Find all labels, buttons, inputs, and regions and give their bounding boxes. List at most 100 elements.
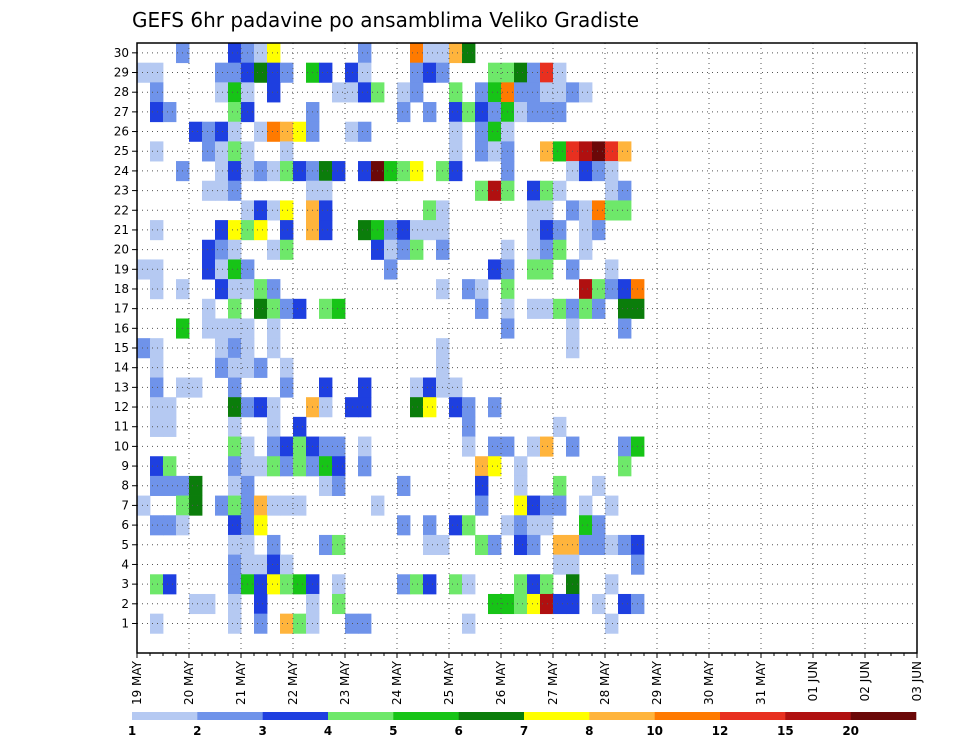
heatmap-cell: [579, 200, 593, 221]
heatmap-cell: [280, 574, 294, 595]
heatmap-cell: [527, 102, 541, 123]
heatmap-cell: [592, 200, 606, 221]
axis-layer: 1234567891011121314151617181920212223242…: [114, 46, 924, 705]
heatmap-cell: [215, 180, 229, 201]
y-tick-label: 16: [114, 321, 129, 335]
heatmap-cell: [410, 239, 424, 260]
heatmap-cell: [254, 613, 268, 634]
heatmap-cell: [605, 141, 619, 162]
heatmap-cell: [540, 593, 554, 615]
heatmap-cell: [280, 141, 294, 162]
heatmap-cell: [540, 239, 554, 260]
legend-swatch: [132, 712, 198, 720]
heatmap-cell: [527, 62, 541, 83]
y-tick-label: 8: [121, 479, 129, 493]
heatmap-cell: [228, 279, 242, 300]
legend-label: 5: [389, 724, 397, 738]
heatmap-cell: [293, 121, 307, 142]
heatmap-cell: [410, 82, 424, 103]
heatmap-cell: [267, 436, 281, 457]
heatmap-cell: [488, 397, 502, 418]
heatmap-cell: [267, 534, 281, 556]
heatmap-cell: [423, 397, 437, 418]
heatmap-cell: [293, 495, 307, 516]
heatmap-cell: [540, 298, 554, 319]
heatmap-cell: [280, 161, 294, 182]
heatmap-cell: [137, 495, 151, 516]
x-tick-label: 31 MAY: [754, 660, 768, 705]
heatmap-cell: [553, 82, 567, 103]
heatmap-cell: [527, 574, 541, 595]
heatmap-cell: [527, 200, 541, 221]
heatmap-cell: [319, 534, 333, 556]
heatmap-cell: [280, 613, 294, 634]
heatmap-cell: [475, 102, 489, 123]
heatmap-cell: [488, 593, 502, 615]
heatmap-cell: [488, 259, 502, 280]
heatmap-cell: [462, 416, 476, 437]
heatmap-cell: [254, 495, 268, 516]
heatmap-cell: [514, 82, 528, 103]
heatmap-cell: [527, 593, 541, 615]
heatmap-cell: [228, 298, 242, 319]
heatmap-cell: [475, 121, 489, 142]
heatmap-cell: [332, 436, 346, 457]
heatmap-cell: [189, 593, 203, 615]
heatmap-cell: [605, 180, 619, 201]
legend-label: 7: [520, 724, 528, 738]
legend-swatch: [850, 712, 917, 720]
heatmap-cell: [293, 436, 307, 457]
heatmap-cell: [605, 279, 619, 300]
heatmap-cell: [475, 82, 489, 103]
heatmap-cell: [553, 475, 567, 496]
heatmap-cell: [514, 534, 528, 556]
heatmap-cell: [228, 259, 242, 280]
x-tick-label: 19 MAY: [130, 660, 144, 705]
heatmap-cell: [358, 456, 372, 477]
heatmap-cell: [592, 475, 606, 496]
heatmap-cell: [319, 475, 333, 496]
y-tick-label: 5: [121, 538, 129, 552]
heatmap-cell: [410, 43, 424, 64]
heatmap-cell: [553, 102, 567, 123]
heatmap-cell: [618, 200, 632, 221]
heatmap-cell: [228, 318, 242, 339]
heatmap-cell: [163, 416, 177, 437]
heatmap-cell: [228, 121, 242, 142]
heatmap-cell: [462, 102, 476, 123]
heatmap-cell: [449, 141, 463, 162]
heatmap-cell: [150, 357, 164, 378]
y-tick-label: 29: [114, 66, 129, 80]
heatmap-cell: [579, 515, 593, 536]
heatmap-cell: [618, 534, 632, 556]
heatmap-cell: [332, 534, 346, 556]
heatmap-cell: [553, 416, 567, 437]
heatmap-cell: [280, 554, 294, 575]
heatmap-cell: [514, 593, 528, 615]
heatmap-cell: [488, 62, 502, 83]
heatmap-cell: [150, 338, 164, 359]
heatmap-cell: [189, 121, 203, 142]
heatmap-cell: [488, 82, 502, 103]
heatmap-cell: [228, 515, 242, 536]
heatmap-cell: [579, 141, 593, 162]
legend-label: 6: [454, 724, 462, 738]
heatmap-cell: [488, 180, 502, 201]
heatmap-cell: [449, 397, 463, 418]
heatmap-cell: [618, 593, 632, 615]
heatmap-cell: [228, 141, 242, 162]
heatmap-cell: [358, 377, 372, 398]
legend-label: 2: [193, 724, 201, 738]
heatmap-cell: [202, 259, 216, 280]
heatmap-cell: [319, 456, 333, 477]
legend-label: 10: [646, 724, 663, 738]
heatmap-cell: [150, 102, 164, 123]
heatmap-cell: [202, 121, 216, 142]
heatmap-cell: [163, 515, 177, 536]
heatmap-cell: [267, 200, 281, 221]
heatmap-cell: [449, 43, 463, 64]
heatmap-cell: [488, 141, 502, 162]
y-tick-label: 1: [121, 616, 129, 630]
heatmap-cell: [592, 161, 606, 182]
